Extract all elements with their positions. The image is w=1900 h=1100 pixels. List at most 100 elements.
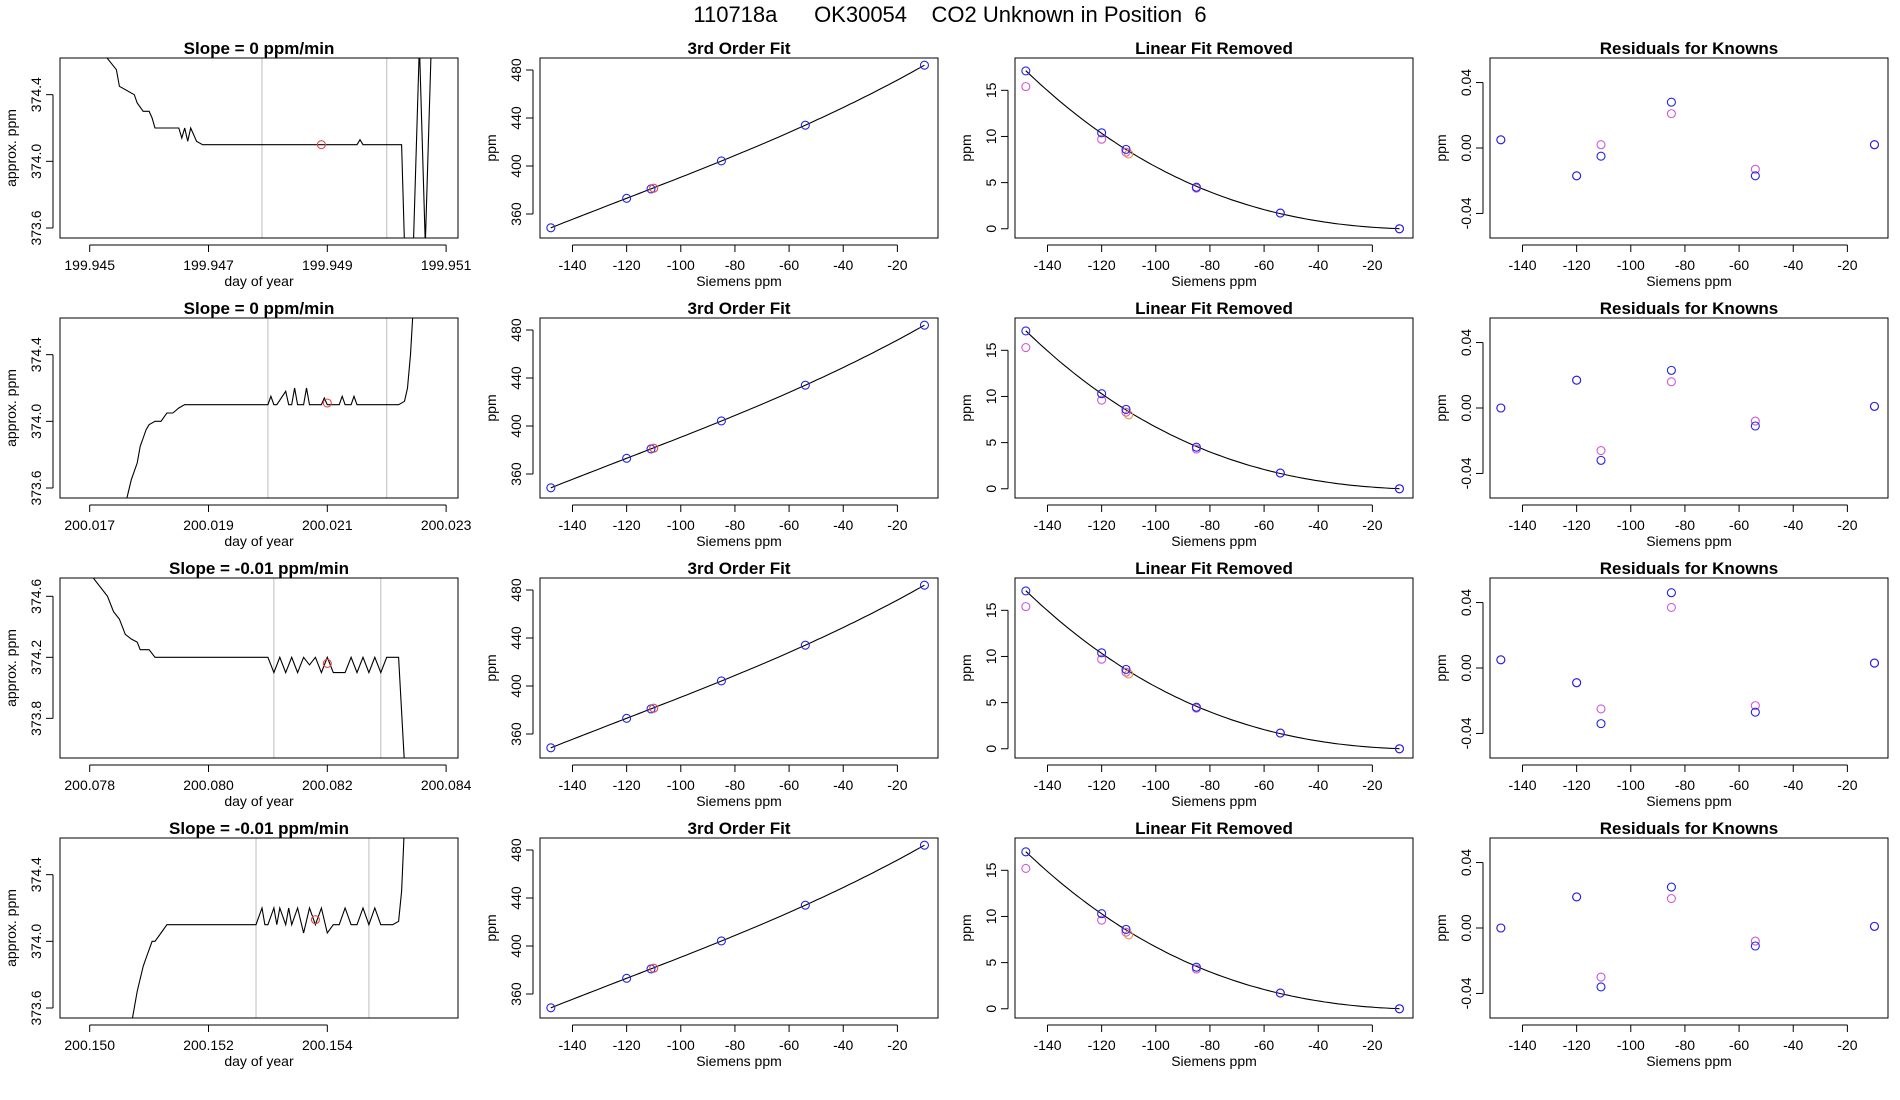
x-tick-label: -120 [1563,257,1591,273]
y-tick-label: 400 [508,674,524,698]
y-tick-label: -0.04 [1458,717,1474,749]
data-point-blue [1191,442,1201,452]
x-tick-label: -140 [558,517,586,533]
panel-title: Linear Fit Removed [1135,39,1293,58]
x-tick-label: -40 [1308,257,1328,273]
data-point-blue [546,743,556,753]
x-tick-label: -140 [558,777,586,793]
x-tick-label: -80 [1200,1037,1220,1053]
y-tick-label: 5 [983,439,999,447]
data-point-blue [1750,421,1760,431]
x-tick-label: -40 [833,777,853,793]
panel-title: Residuals for Knowns [1600,819,1779,838]
fit-curve [550,324,925,489]
panel-r3-c3: -140 -120 -100 -80 -60 -40 -20 Siemens ppm 0 5 10 1… [958,559,1414,809]
x-tick-label: 200.084 [421,777,472,793]
panel-r1-c1: 199.945 199.947 199.949 199.951 day of year 3… [3,39,472,289]
y-axis-label: ppm [1433,134,1449,161]
x-tick-label: -60 [779,1037,799,1053]
y-tick-label: 0 [983,225,999,233]
x-tick-label: -120 [1088,257,1116,273]
panel-title: Slope = 0 ppm/min [184,299,335,318]
x-tick-label: -60 [1729,257,1749,273]
x-tick-label: -40 [1308,1037,1328,1053]
x-tick-label: -100 [1617,777,1645,793]
data-point-magenta [1121,407,1131,417]
data-point-blue [1275,728,1285,738]
x-tick-label: -100 [667,1037,695,1053]
y-tick-label: 0.04 [1458,69,1474,96]
data-point-blue [1097,909,1107,919]
y-tick-label: 360 [508,462,524,486]
x-tick-label: -40 [1308,517,1328,533]
x-tick-label: -80 [725,1037,745,1053]
x-tick-label: -120 [1563,777,1591,793]
panel-title: Linear Fit Removed [1135,819,1293,838]
x-tick-label: -80 [1675,1037,1695,1053]
x-tick-label: 200.150 [64,1037,115,1053]
data-point-blue [919,320,930,330]
x-axis-label: day of year [224,1053,294,1069]
data-point-magenta [1596,140,1606,150]
plot-frame [59,837,459,1019]
plot-frame [1489,837,1889,1019]
data-point-blue [1121,924,1131,934]
y-tick-label: 374.0 [28,924,44,959]
x-tick-label: -40 [833,257,853,273]
data-point-magenta [1596,972,1606,982]
data-point-blue [1121,404,1131,414]
x-tick-label: -100 [1617,517,1645,533]
data-point-blue [1275,988,1285,998]
data-point-blue [1121,144,1131,154]
data-point-blue [546,223,556,233]
y-tick-label: 360 [508,982,524,1006]
plot-frame [1489,57,1889,239]
x-tick-label: -60 [1729,517,1749,533]
data-point-blue [716,676,726,686]
data-point-blue [1275,208,1285,218]
x-axis-label: day of year [224,793,294,809]
data-point-red [649,443,659,453]
y-tick-label: 480 [508,58,524,82]
y-axis-label: approx. ppm [3,889,19,967]
data-point-blue [716,416,726,426]
x-tick-label: -120 [1563,517,1591,533]
x-tick-label: -120 [613,1037,641,1053]
x-tick-label: -20 [1362,257,1382,273]
y-tick-label: 10 [983,648,999,664]
data-point-blue [1496,923,1506,933]
x-tick-label: -20 [1837,1037,1857,1053]
x-tick-label: -20 [887,1037,907,1053]
x-tick-label: 199.949 [302,257,353,273]
data-point-red [649,703,659,713]
data-point-blue [1596,719,1606,729]
data-point-blue [1572,892,1582,902]
y-tick-label: 360 [508,722,524,746]
data-point-blue [546,483,556,493]
x-tick-label: 200.080 [183,777,234,793]
x-tick-label: -60 [1254,517,1274,533]
x-axis-label: day of year [224,273,294,289]
data-point-blue [919,840,930,850]
fit-curve [1025,70,1400,230]
plot-frame [59,317,459,499]
data-point-blue [1496,655,1506,665]
y-tick-label: 15 [983,602,999,618]
x-tick-label: -40 [833,1037,853,1053]
x-tick-label: -120 [613,777,641,793]
x-tick-label: -100 [1617,257,1645,273]
x-tick-label: 200.019 [183,517,234,533]
x-axis-label: Siemens ppm [696,793,782,809]
x-tick-label: -60 [779,777,799,793]
current-point-marker [322,398,332,408]
x-axis-label: Siemens ppm [696,1053,782,1069]
y-tick-label: 374.4 [28,77,44,112]
data-point-blue [1191,182,1201,192]
y-axis-label: ppm [483,654,499,681]
x-tick-label: -20 [1837,257,1857,273]
y-axis-label: ppm [1433,914,1449,941]
data-point-blue [1191,702,1201,712]
data-point-red [649,183,659,193]
data-point-magenta [1121,927,1131,937]
y-tick-label: 374.2 [28,640,44,675]
